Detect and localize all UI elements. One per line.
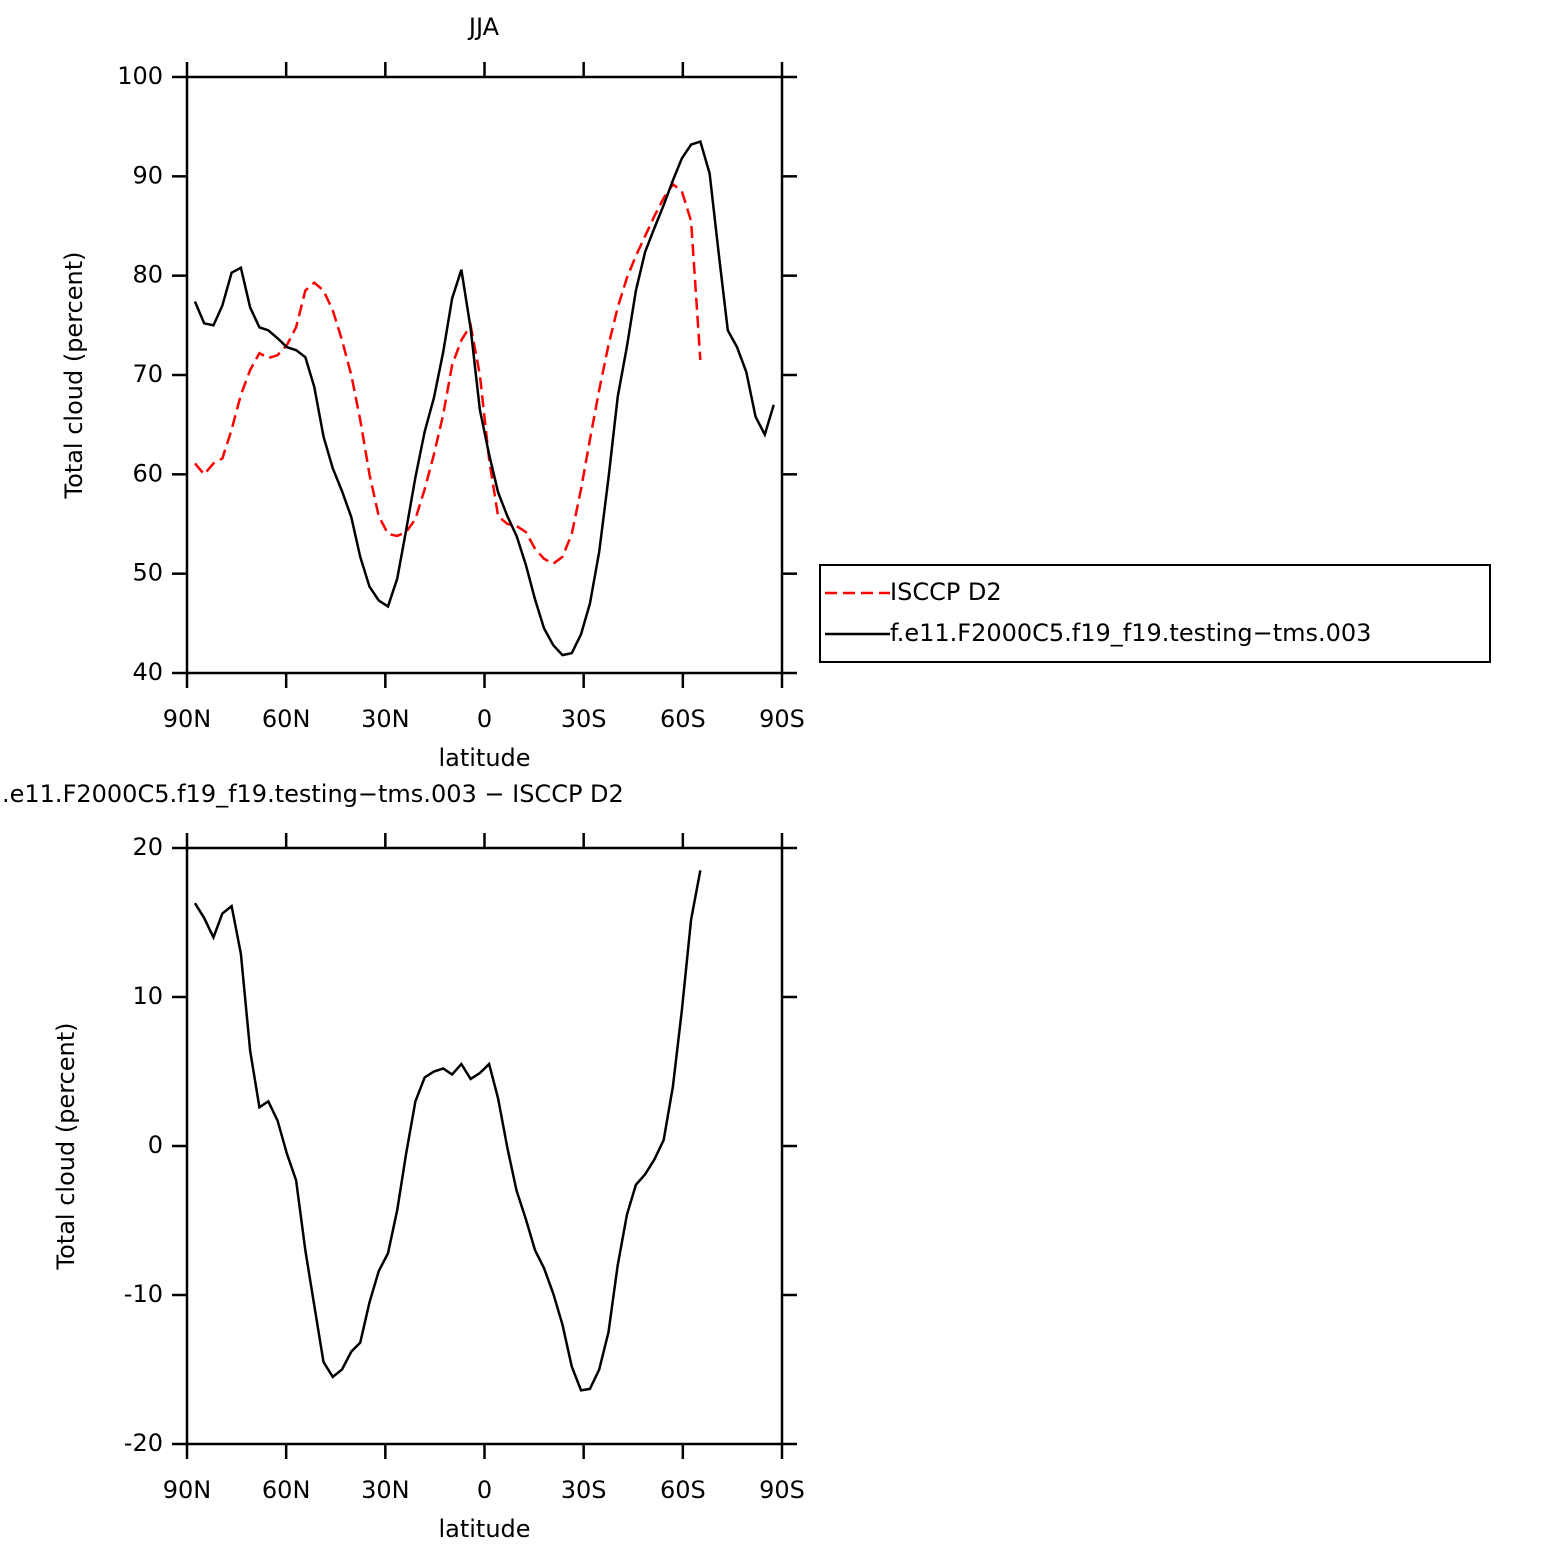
y-tick-label: 70 <box>132 360 163 388</box>
y-tick-label: -20 <box>124 1429 163 1457</box>
y-tick-label: 10 <box>132 982 163 1010</box>
x-tick-label: 60N <box>262 1476 311 1504</box>
x-tick-label: 90N <box>163 705 212 733</box>
x-tick-label: 0 <box>477 1476 492 1504</box>
y-tick-label: 20 <box>132 833 163 861</box>
y-tick-label: -10 <box>124 1280 163 1308</box>
x-axis-label: latitude <box>438 744 530 772</box>
data-line <box>193 182 702 566</box>
x-tick-label: 90S <box>759 705 805 733</box>
plot-frame <box>185 75 784 675</box>
y-tick-label: 80 <box>132 261 163 289</box>
x-tick-label: 30N <box>361 1476 410 1504</box>
y-tick-label: 40 <box>132 658 163 686</box>
y-axis-label: Total cloud (percent) <box>60 252 88 500</box>
legend-label: f.e11.F2000C5.f19_f19.testing−tms.003 <box>890 619 1371 647</box>
legend-box <box>819 564 1491 663</box>
x-tick-label: 30N <box>361 705 410 733</box>
data-line <box>193 139 775 657</box>
x-tick-label: 90S <box>759 1476 805 1504</box>
y-tick-label: 0 <box>148 1131 163 1159</box>
x-axis-label: latitude <box>438 1515 530 1543</box>
x-tick-label: 30S <box>561 705 607 733</box>
x-tick-label: 0 <box>477 705 492 733</box>
x-tick-label: 60S <box>660 1476 706 1504</box>
x-tick-label: 30S <box>561 1476 607 1504</box>
plot-frame <box>185 846 784 1446</box>
x-tick-label: 60S <box>660 705 706 733</box>
y-tick-label: 60 <box>132 459 163 487</box>
y-tick-label: 100 <box>117 62 163 90</box>
y-tick-label: 50 <box>132 559 163 587</box>
chart-title: JJA <box>467 13 500 41</box>
legend-label: ISCCP D2 <box>890 578 1002 606</box>
data-line <box>193 870 702 1392</box>
x-tick-label: 90N <box>163 1476 212 1504</box>
x-tick-label: 60N <box>262 705 311 733</box>
chart-title: .e11.F2000C5.f19_f19.testing−tms.003 − I… <box>2 780 624 808</box>
y-axis-label: Total cloud (percent) <box>52 1023 80 1271</box>
y-tick-label: 90 <box>132 161 163 189</box>
